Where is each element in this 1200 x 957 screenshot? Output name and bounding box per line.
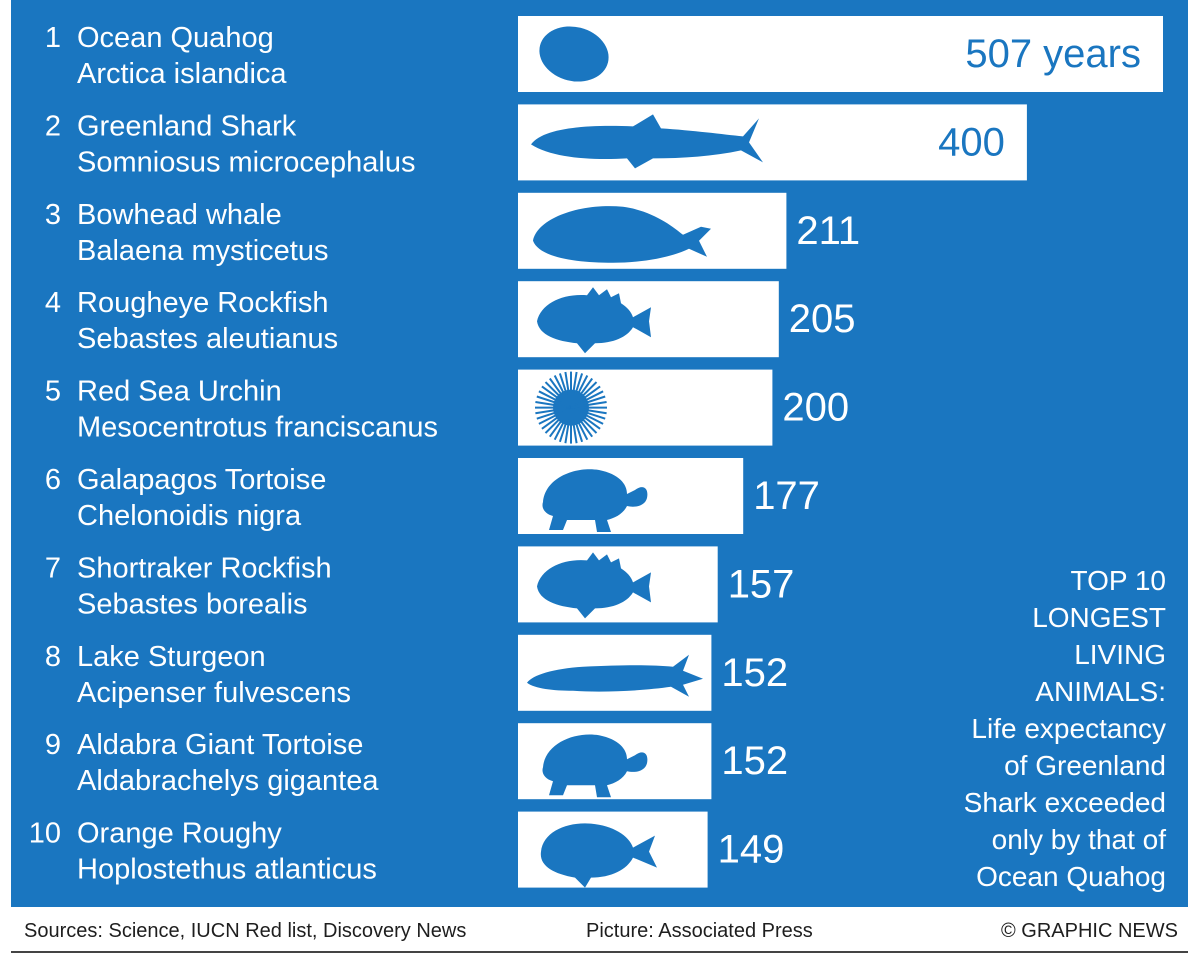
sturgeon-icon: [527, 654, 703, 697]
animal-name: Ocean Quahog: [77, 22, 274, 54]
chart-subtitle-line: Shark exceeded: [964, 787, 1166, 818]
latin-name: Sebastes borealis: [77, 588, 308, 620]
whale-shape: [533, 206, 711, 263]
animal-name: Aldabra Giant Tortoise: [77, 729, 363, 761]
rank-number: 5: [45, 376, 61, 408]
rank-number: 8: [45, 641, 61, 673]
rank-number: 3: [45, 199, 61, 231]
footer-divider: [11, 951, 1188, 953]
animal-name: Galapagos Tortoise: [77, 464, 326, 496]
value-label: 177: [753, 474, 820, 518]
urchin-spine: [570, 401, 607, 409]
rank-number: 9: [45, 729, 61, 761]
animal-name: Rougheye Rockfish: [77, 287, 328, 319]
rank-number: 4: [45, 287, 61, 319]
picture-credit: Picture: Associated Press: [586, 920, 813, 942]
value-label: 211: [796, 209, 860, 253]
chart-title-line: TOP 10: [1071, 565, 1166, 596]
rockfish-icon: [537, 552, 651, 619]
latin-name: Sebastes aleutianus: [77, 323, 338, 355]
footer: Sources: Science, IUCN Red list, Discove…: [0, 907, 1200, 957]
chart-subtitle-line: of Greenland: [1004, 750, 1166, 781]
sources-text: Sources: Science, IUCN Red list, Discove…: [24, 920, 467, 942]
chart-title-line: LIVING: [1074, 639, 1166, 670]
chart-title-line: ANIMALS:: [1035, 676, 1166, 707]
copyright-credit: © GRAPHIC NEWS: [1001, 920, 1178, 942]
animal-name: Bowhead whale: [77, 199, 282, 231]
chart-subtitle-line: only by that of: [992, 824, 1167, 855]
roughy-shape: [540, 823, 657, 888]
urchin-icon: [535, 371, 607, 444]
tortoise-shape: [542, 469, 648, 532]
shark-shape: [531, 114, 763, 169]
value-label: 200: [782, 386, 849, 430]
roughy-icon: [540, 823, 657, 888]
animal-name: Greenland Shark: [77, 110, 297, 142]
animal-name: Shortraker Rockfish: [77, 552, 332, 584]
tortoise-icon: [542, 734, 648, 798]
rank-number: 10: [29, 818, 61, 850]
rockfish-shape: [537, 287, 651, 354]
latin-name: Arctica islandica: [77, 58, 287, 90]
latin-name: Somniosus microcephalus: [77, 146, 415, 178]
latin-name: Mesocentrotus franciscanus: [77, 412, 438, 444]
value-label: 157: [728, 562, 795, 606]
rockfish-shape: [537, 552, 651, 619]
tortoise-icon: [542, 469, 648, 532]
rank-number: 1: [45, 22, 61, 54]
value-label: 400: [938, 120, 1005, 164]
chart-subtitle-line: Ocean Quahog: [976, 861, 1166, 892]
value-label: 507 years: [965, 32, 1141, 76]
clam-icon: [539, 26, 609, 82]
chart-subtitle-line: Life expectancy: [971, 713, 1166, 744]
rank-number: 2: [45, 110, 61, 142]
chart-title-line: LONGEST: [1032, 602, 1166, 633]
latin-name: Hoplostethus atlanticus: [77, 854, 377, 886]
latin-name: Acipenser fulvescens: [77, 677, 351, 709]
animal-name: Lake Sturgeon: [77, 641, 266, 673]
animal-name: Orange Roughy: [77, 818, 282, 850]
sturgeon-shape: [527, 654, 703, 697]
chart-panel: 1 Ocean Quahog Arctica islandica 507 years 2…: [11, 0, 1188, 907]
tortoise-shape: [542, 734, 648, 798]
latin-name: Aldabrachelys gigantea: [77, 765, 379, 797]
latin-name: Chelonoidis nigra: [77, 500, 302, 532]
whale-icon: [533, 206, 711, 263]
rockfish-icon: [537, 287, 651, 354]
rank-number: 7: [45, 552, 61, 584]
value-bar: [518, 16, 1163, 92]
bar-chart: 1 Ocean Quahog Arctica islandica 507 years 2…: [29, 16, 1167, 892]
clam-shape: [539, 26, 609, 82]
shark-icon: [531, 114, 763, 169]
rank-number: 6: [45, 464, 61, 496]
animal-name: Red Sea Urchin: [77, 376, 282, 408]
latin-name: Balaena mysticetus: [77, 235, 328, 267]
value-label: 149: [718, 828, 785, 872]
value-label: 152: [721, 651, 788, 695]
value-label: 152: [721, 739, 788, 783]
value-label: 205: [789, 297, 856, 341]
